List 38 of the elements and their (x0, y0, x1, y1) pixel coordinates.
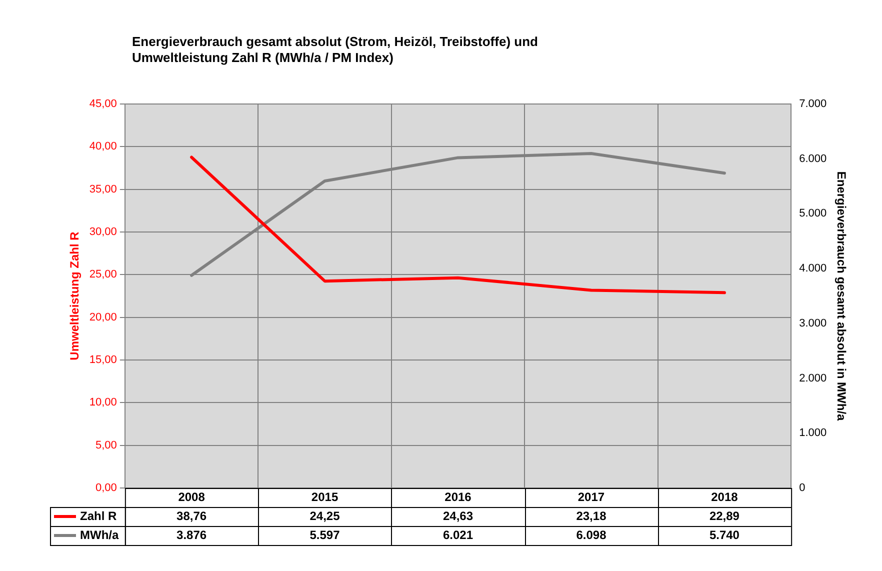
y-tick-label: 35,00 (89, 183, 117, 196)
data-label: 38,76 (176, 508, 207, 523)
x-tick-label: 2008 (178, 490, 206, 504)
y2-tick-label: 7.000 (799, 98, 827, 110)
y2-tick-label: 5.000 (799, 208, 827, 220)
y-tick-label: 40,00 (89, 140, 117, 153)
y-tick-label: 15,00 (89, 354, 117, 366)
y2-axis-title: Energieverbrauch gesamt absolut in MWh/a (834, 171, 848, 422)
legend-label: Zahl R (80, 508, 117, 523)
y2-tick-label: 6.000 (799, 152, 827, 165)
chart-title: Energieverbrauch gesamt absolut (Strom, Heizöl, Treibstoffe) und Umweltleistung Zahl R (MWh/a / PM Index) (132, 34, 538, 66)
y-tick-label: 45,00 (89, 98, 117, 110)
x-tick-label: 2015 (311, 490, 338, 504)
y2-tick-label: 4.000 (799, 262, 827, 275)
data-label: 6.021 (442, 528, 474, 542)
data-label: 5.597 (310, 528, 340, 542)
x-tick-label: 2018 (711, 490, 738, 504)
data-label: 24,63 (442, 508, 474, 523)
y-tick-label: 25,00 (89, 268, 117, 281)
x-tick-label: 2016 (444, 490, 472, 504)
y-tick-label: 0,00 (96, 482, 117, 494)
y-tick-label: 20,00 (89, 311, 117, 324)
y2-tick-label: 0 (799, 482, 806, 494)
y-tick-label: 30,00 (89, 226, 117, 238)
data-label: 6.098 (576, 528, 607, 542)
y2-tick-label: 3.000 (799, 317, 827, 330)
data-label: 22,89 (709, 508, 740, 523)
y-tick-label: 10,00 (89, 396, 117, 409)
x-tick-label: 2017 (578, 490, 605, 504)
y-axis-title: Umweltleistung Zahl R (68, 231, 82, 360)
y2-tick-label: 1.000 (799, 427, 827, 440)
data-label: 23,18 (576, 508, 607, 523)
y-tick-label: 5,00 (96, 439, 117, 452)
data-label: 24,25 (310, 508, 340, 523)
data-label: 5.740 (709, 528, 740, 542)
legend-label: MWh/a (80, 528, 119, 542)
data-label: 3.876 (176, 528, 207, 542)
y2-tick-label: 2.000 (799, 372, 827, 384)
